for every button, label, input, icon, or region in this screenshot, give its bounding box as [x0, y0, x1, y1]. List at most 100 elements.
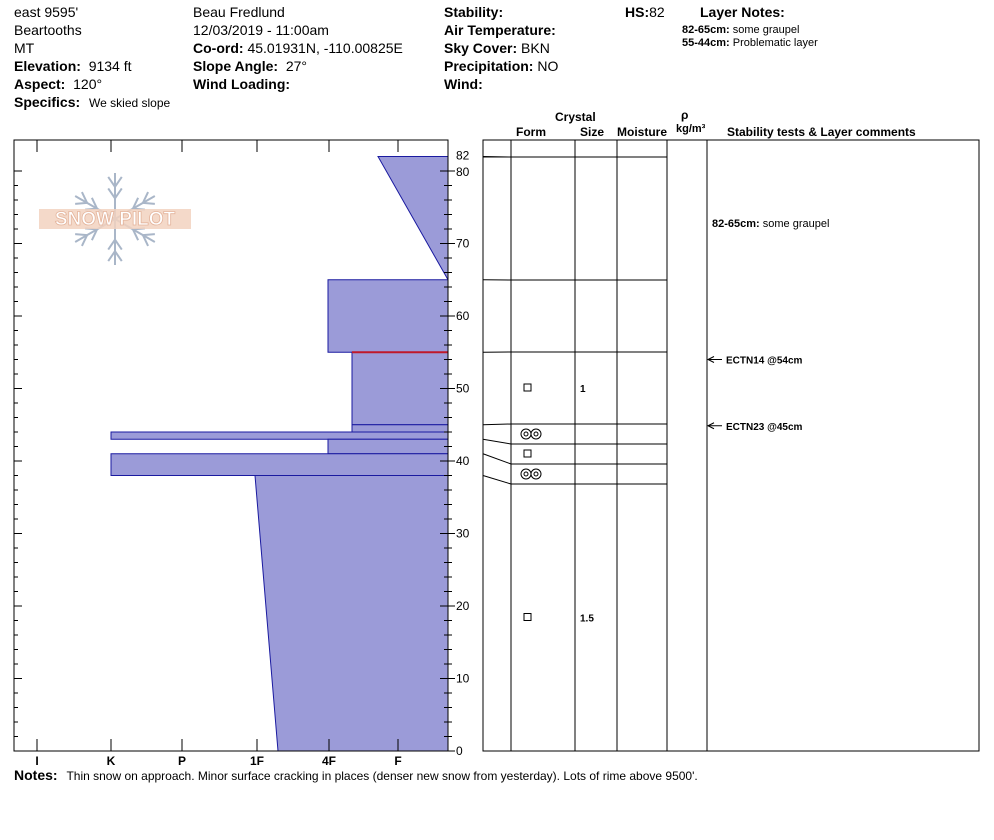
rounded-crystal-symbol	[533, 431, 539, 437]
depth-tick-label: 50	[456, 382, 470, 396]
layer-rows: 11.5	[482, 156, 667, 625]
rounded-crystal-symbol	[530, 428, 542, 440]
depth-axis: 0 10 20 30 40 50 60 70 80 82	[14, 149, 470, 758]
hardness-layer	[377, 156, 449, 282]
snow-height: HS:82	[625, 4, 665, 20]
hardness-tick-label: 1F	[250, 754, 264, 768]
layer-comment: 82-65cm: some graupel	[712, 218, 829, 230]
stability: Stability:	[444, 4, 504, 20]
crystal-size: 1	[580, 384, 586, 395]
snowflake-branch	[114, 187, 123, 199]
rounded-crystal-symbol	[530, 468, 542, 480]
crystal-header: Crystal	[555, 110, 596, 124]
layer-connector	[482, 438, 512, 445]
crystal-size: 1.5	[580, 614, 594, 625]
snowflake-branch	[81, 191, 89, 204]
snowflake-branch	[75, 201, 88, 205]
rounded-crystal-symbol	[520, 428, 532, 440]
location-name: east 9595'	[14, 4, 79, 20]
layer-comment-text: some graupel	[763, 218, 830, 230]
snowflake-branch	[141, 234, 149, 247]
depth-tick-label: 40	[456, 454, 470, 468]
precipitation: Precipitation: NO	[444, 58, 559, 74]
wind: Wind:	[444, 76, 483, 92]
hardness-layer	[254, 475, 449, 752]
snowflake-branch	[90, 197, 98, 210]
hardness-layer	[327, 279, 449, 353]
rounded-crystal-symbol	[523, 471, 529, 477]
aspect: Aspect: 120°	[14, 76, 103, 92]
hardness-tick-label: P	[178, 754, 186, 768]
rounded-crystal-symbol	[523, 431, 529, 437]
logo-text: SNOW PILOT	[55, 209, 176, 230]
snowflake-branch	[142, 233, 155, 237]
stability-test-label: ECTN14 @54cm	[726, 356, 803, 367]
snowflake-branch	[132, 228, 140, 241]
snowflake-branch	[132, 197, 140, 210]
hardness-axis: I K P 1F 4F F	[35, 140, 402, 768]
layer-connector	[482, 453, 512, 465]
moisture-header: Moisture	[617, 125, 668, 139]
depth-tick-label: 30	[456, 527, 470, 541]
faceted-crystal-symbol	[523, 613, 532, 621]
snowflake-branch	[114, 239, 123, 251]
coordinates: Co-ord: 45.01931N, -110.00825E	[193, 40, 403, 56]
hardness-layer	[110, 431, 449, 440]
rounded-crystal-symbol	[533, 471, 539, 477]
snowflake-branch	[141, 191, 149, 204]
snowflake-branch	[107, 176, 116, 188]
specifics: Specifics: We skied slope	[14, 94, 171, 110]
slope-angle: Slope Angle: 27°	[193, 58, 307, 74]
snowflake-branch	[107, 187, 116, 199]
form-header: Form	[516, 125, 546, 139]
layer-note: 82-65cm: some graupel	[682, 24, 800, 36]
snowflake-branch	[107, 239, 116, 251]
layer-table-grid	[510, 140, 708, 751]
hardness-tick-label: 4F	[322, 754, 336, 768]
size-header: Size	[580, 125, 605, 139]
hardness-tick-label: K	[107, 754, 116, 768]
observation-datetime: 12/03/2019 - 11:00am	[193, 22, 329, 38]
layer-connector	[482, 423, 512, 426]
layer-note: 55-44cm: Problematic layer	[682, 37, 818, 49]
snowflake-branch	[114, 250, 123, 262]
depth-tick-label: 60	[456, 309, 470, 323]
snowflake-branch	[107, 250, 116, 262]
hardness-layer	[351, 424, 449, 433]
comments-header: Stability tests & Layer comments	[727, 125, 916, 139]
snowflake-branch	[90, 228, 98, 241]
hardness-layer	[110, 453, 449, 476]
depth-tick-label: 20	[456, 599, 470, 613]
layer-comment-range: 82-65cm:	[712, 218, 763, 230]
layer-comments: 82-65cm: some graupel	[712, 218, 829, 230]
sky-cover: Sky Cover: BKN	[444, 40, 550, 56]
snowpilot-logo: SNOW PILOT	[39, 173, 191, 265]
faceted-crystal-symbol	[523, 449, 532, 458]
layer-connector	[482, 475, 512, 485]
layer-notes-title: Layer Notes:	[700, 4, 785, 20]
test-arrow-head	[706, 422, 715, 430]
mountain-range: Beartooths	[14, 22, 82, 38]
hardness-plot-frame	[13, 139, 449, 752]
stability-test-label: ECTN23 @45cm	[726, 422, 803, 433]
rounded-crystal-symbol	[520, 468, 532, 480]
depth-tick-label: 80	[456, 165, 470, 179]
wind-loading: Wind Loading:	[193, 76, 291, 92]
hardness-profile	[110, 156, 449, 752]
air-temperature: Air Temperature:	[444, 22, 556, 38]
depth-tick-label: 10	[456, 672, 470, 686]
snowflake-branch	[75, 233, 88, 237]
snowflake-branch	[114, 176, 123, 188]
hardness-layer	[351, 351, 449, 426]
notes: Notes: Thin snow on approach. Minor surf…	[14, 767, 698, 783]
hardness-layer	[327, 438, 449, 455]
snowflake-branch	[81, 234, 89, 247]
depth-tick-label: 70	[456, 237, 470, 251]
snowflake-branch	[142, 201, 155, 205]
observer-name: Beau Fredlund	[193, 4, 285, 20]
density-unit: kg/m³	[676, 123, 706, 135]
depth-tick-label: 0	[456, 744, 463, 758]
state: MT	[14, 40, 35, 56]
faceted-crystal-symbol	[523, 383, 532, 392]
